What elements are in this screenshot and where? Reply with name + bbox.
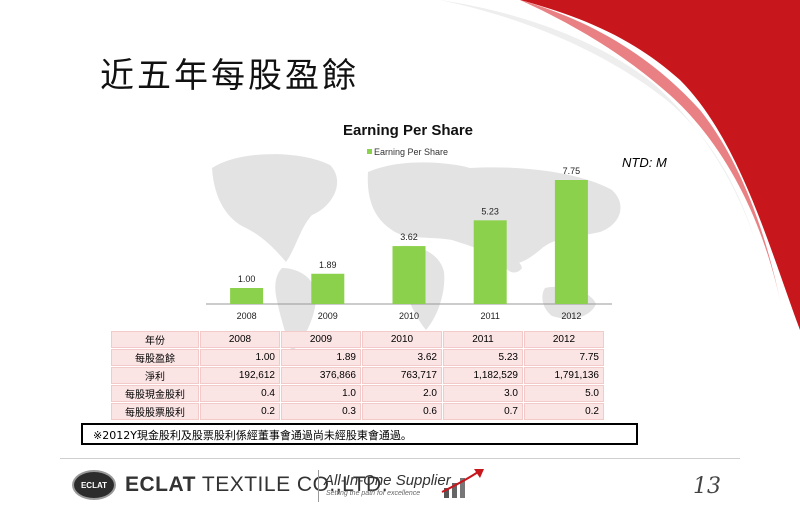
data-label-2008: 1.00: [238, 274, 256, 284]
table-cell: 763,717: [362, 367, 442, 384]
table-cell: 3.62: [362, 349, 442, 366]
x-tick-2012: 2012: [561, 311, 581, 321]
table-cell: 0.3: [281, 403, 361, 420]
bar-2009: [311, 273, 345, 304]
company-name-rest: TEXTILE CO.,LTD.: [195, 473, 389, 496]
data-label-2011: 5.23: [481, 206, 499, 216]
table-cell: 1.89: [281, 349, 361, 366]
footer-vertical-divider: [318, 470, 319, 502]
slogan: All-In-One Supplier: [324, 472, 451, 489]
table-cell: 376,866: [281, 367, 361, 384]
bar-2010: [392, 246, 426, 304]
legend-label: Earning Per Share: [374, 147, 448, 157]
table-row-label: 淨利: [111, 367, 199, 384]
logo-text: ECLAT: [80, 480, 108, 490]
table-cell: 2.0: [362, 385, 442, 402]
table-row-label: 每股股票股利: [111, 403, 199, 420]
table-row: 每股盈餘 1.00 1.89 3.62 5.23 7.75: [111, 349, 604, 366]
footer-divider: [60, 458, 740, 459]
table-row: 淨利 192,612 376,866 763,717 1,182,529 1,791,13…: [111, 367, 604, 384]
table-cell: 0.7: [443, 403, 523, 420]
slogan-subtitle: Setting the path for excellence: [326, 490, 421, 497]
table-cell: 1.00: [200, 349, 280, 366]
chart-title: Earning Per Share: [343, 122, 473, 139]
bar-2011: [473, 220, 507, 304]
legend-swatch: [367, 149, 372, 154]
table-cell: 1,182,529: [443, 367, 523, 384]
table-cell: 3.0: [443, 385, 523, 402]
table-row-label: 每股現金股利: [111, 385, 199, 402]
table-header-year: 2010: [362, 331, 442, 348]
slide-title: 近五年每股盈餘: [100, 56, 359, 96]
table-row: 每股股票股利 0.2 0.3 0.6 0.7 0.2: [111, 403, 604, 420]
table-row: 每股現金股利 0.4 1.0 2.0 3.0 5.0: [111, 385, 604, 402]
unit-label: NTD: M: [622, 155, 667, 170]
table-cell: 5.0: [524, 385, 604, 402]
x-tick-2009: 2009: [318, 311, 338, 321]
bar-2012: [554, 180, 588, 304]
table-header-year: 2009: [281, 331, 361, 348]
dividend-note: ※2012Y現金股利及股票股利係經董事會通過尚未經股東會通過。: [81, 423, 638, 445]
table-cell: 7.75: [524, 349, 604, 366]
x-tick-2010: 2010: [399, 311, 419, 321]
table-row-label: 每股盈餘: [111, 349, 199, 366]
table-cell: 5.23: [443, 349, 523, 366]
table-cell: 0.2: [200, 403, 280, 420]
table-header-year: 2011: [443, 331, 523, 348]
table-cell: 1.0: [281, 385, 361, 402]
table-header-year: 2008: [200, 331, 280, 348]
table-header-label: 年份: [111, 331, 199, 348]
table-cell: 1,791,136: [524, 367, 604, 384]
data-label-2010: 3.62: [400, 232, 418, 242]
table-cell: 0.4: [200, 385, 280, 402]
data-label-2009: 1.89: [319, 260, 337, 270]
table-header-row: 年份 2008 2009 2010 2011 2012: [111, 331, 604, 348]
table-cell: 0.2: [524, 403, 604, 420]
table-header-year: 2012: [524, 331, 604, 348]
data-label-2012: 7.75: [563, 166, 581, 176]
x-tick-2011: 2011: [481, 311, 500, 321]
page-number: 13: [693, 474, 721, 499]
x-tick-2008: 2008: [237, 311, 257, 321]
table-cell: 192,612: [200, 367, 280, 384]
company-name-bold: ECLAT: [125, 473, 196, 496]
eps-data-table: 年份 2008 2009 2010 2011 2012 每股盈餘 1.00 1.89 3.62 5.…: [110, 330, 605, 421]
table-cell: 0.6: [362, 403, 442, 420]
company-name: ECLAT TEXTILE CO.,LTD.: [125, 473, 388, 497]
bar-2008: [230, 288, 264, 304]
growth-arrow-icon: [441, 469, 484, 498]
eclat-logo: ECLAT: [72, 470, 116, 500]
